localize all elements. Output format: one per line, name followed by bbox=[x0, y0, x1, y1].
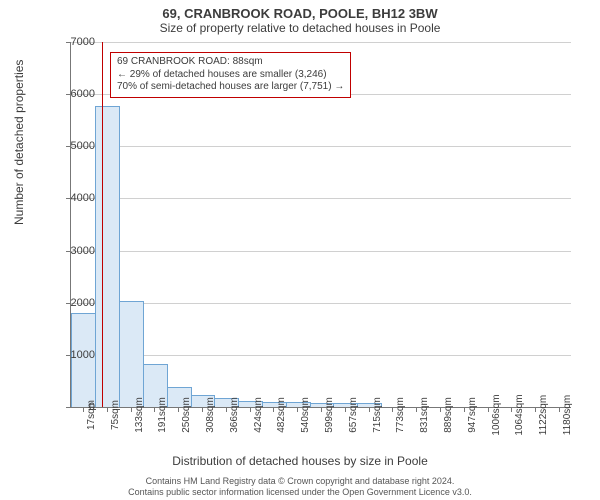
x-tick-mark bbox=[511, 407, 512, 412]
x-tick-mark bbox=[559, 407, 560, 412]
x-tick-mark bbox=[440, 407, 441, 412]
grid-line bbox=[71, 42, 571, 43]
x-tick-mark bbox=[250, 407, 251, 412]
footer-line: Contains public sector information licen… bbox=[0, 487, 600, 498]
x-tick-label: 1180sqm bbox=[562, 395, 573, 435]
x-tick-label: 947sqm bbox=[467, 397, 478, 433]
x-axis-label: Distribution of detached houses by size … bbox=[0, 454, 600, 468]
x-tick-mark bbox=[464, 407, 465, 412]
x-tick-mark bbox=[321, 407, 322, 412]
x-tick-mark bbox=[488, 407, 489, 412]
x-tick-mark bbox=[369, 407, 370, 412]
y-tick-label: 1000 bbox=[45, 349, 95, 361]
x-tick-mark bbox=[226, 407, 227, 412]
footer: Contains HM Land Registry data © Crown c… bbox=[0, 476, 600, 498]
bar bbox=[95, 106, 120, 407]
x-tick-label: 191sqm bbox=[157, 397, 168, 433]
y-axis-label: Number of detached properties bbox=[12, 60, 26, 225]
x-tick-label: 540sqm bbox=[300, 397, 311, 433]
x-tick-mark bbox=[107, 407, 108, 412]
grid-line bbox=[71, 198, 571, 199]
x-tick-label: 366sqm bbox=[229, 397, 240, 433]
x-tick-mark bbox=[535, 407, 536, 412]
x-tick-label: 17sqm bbox=[86, 400, 97, 430]
x-tick-label: 715sqm bbox=[372, 397, 383, 433]
bar bbox=[119, 301, 144, 407]
y-tick-label: 6000 bbox=[45, 88, 95, 100]
y-tick-label: 4000 bbox=[45, 192, 95, 204]
x-tick-label: 1122sqm bbox=[538, 395, 549, 435]
footer-line: Contains HM Land Registry data © Crown c… bbox=[0, 476, 600, 487]
y-tick-label: 2000 bbox=[45, 297, 95, 309]
y-tick-label: 7000 bbox=[45, 36, 95, 48]
x-tick-label: 250sqm bbox=[181, 397, 192, 433]
x-tick-mark bbox=[131, 407, 132, 412]
grid-line bbox=[71, 146, 571, 147]
chart-title: 69, CRANBROOK ROAD, POOLE, BH12 3BW bbox=[0, 0, 600, 21]
marker-line bbox=[102, 42, 103, 407]
y-tick-label: 5000 bbox=[45, 140, 95, 152]
annotation-line: 70% of semi-detached houses are larger (… bbox=[117, 81, 344, 94]
grid-line bbox=[71, 251, 571, 252]
x-tick-label: 657sqm bbox=[348, 397, 359, 433]
x-tick-label: 599sqm bbox=[324, 397, 335, 433]
annotation-line: 69 CRANBROOK ROAD: 88sqm bbox=[117, 56, 344, 69]
x-tick-label: 773sqm bbox=[395, 397, 406, 433]
x-tick-label: 831sqm bbox=[419, 397, 430, 433]
x-tick-mark bbox=[297, 407, 298, 412]
x-tick-label: 1064sqm bbox=[514, 394, 525, 435]
annotation-box: 69 CRANBROOK ROAD: 88sqm ← 29% of detach… bbox=[110, 52, 351, 98]
x-tick-label: 424sqm bbox=[253, 397, 264, 433]
annotation-line: ← 29% of detached houses are smaller (3,… bbox=[117, 69, 344, 82]
x-tick-mark bbox=[154, 407, 155, 412]
x-tick-label: 482sqm bbox=[276, 397, 287, 433]
grid-line bbox=[71, 355, 571, 356]
x-tick-label: 308sqm bbox=[205, 397, 216, 433]
x-tick-label: 75sqm bbox=[110, 400, 121, 430]
x-tick-label: 133sqm bbox=[134, 397, 145, 433]
grid-line bbox=[71, 303, 571, 304]
x-tick-mark bbox=[178, 407, 179, 412]
x-tick-label: 1006sqm bbox=[491, 394, 502, 435]
x-tick-mark bbox=[202, 407, 203, 412]
y-tick-label: 3000 bbox=[45, 245, 95, 257]
x-tick-mark bbox=[273, 407, 274, 412]
x-tick-mark bbox=[345, 407, 346, 412]
x-tick-mark bbox=[416, 407, 417, 412]
chart-subtitle: Size of property relative to detached ho… bbox=[0, 21, 600, 35]
x-tick-label: 889sqm bbox=[443, 397, 454, 433]
x-tick-mark bbox=[392, 407, 393, 412]
